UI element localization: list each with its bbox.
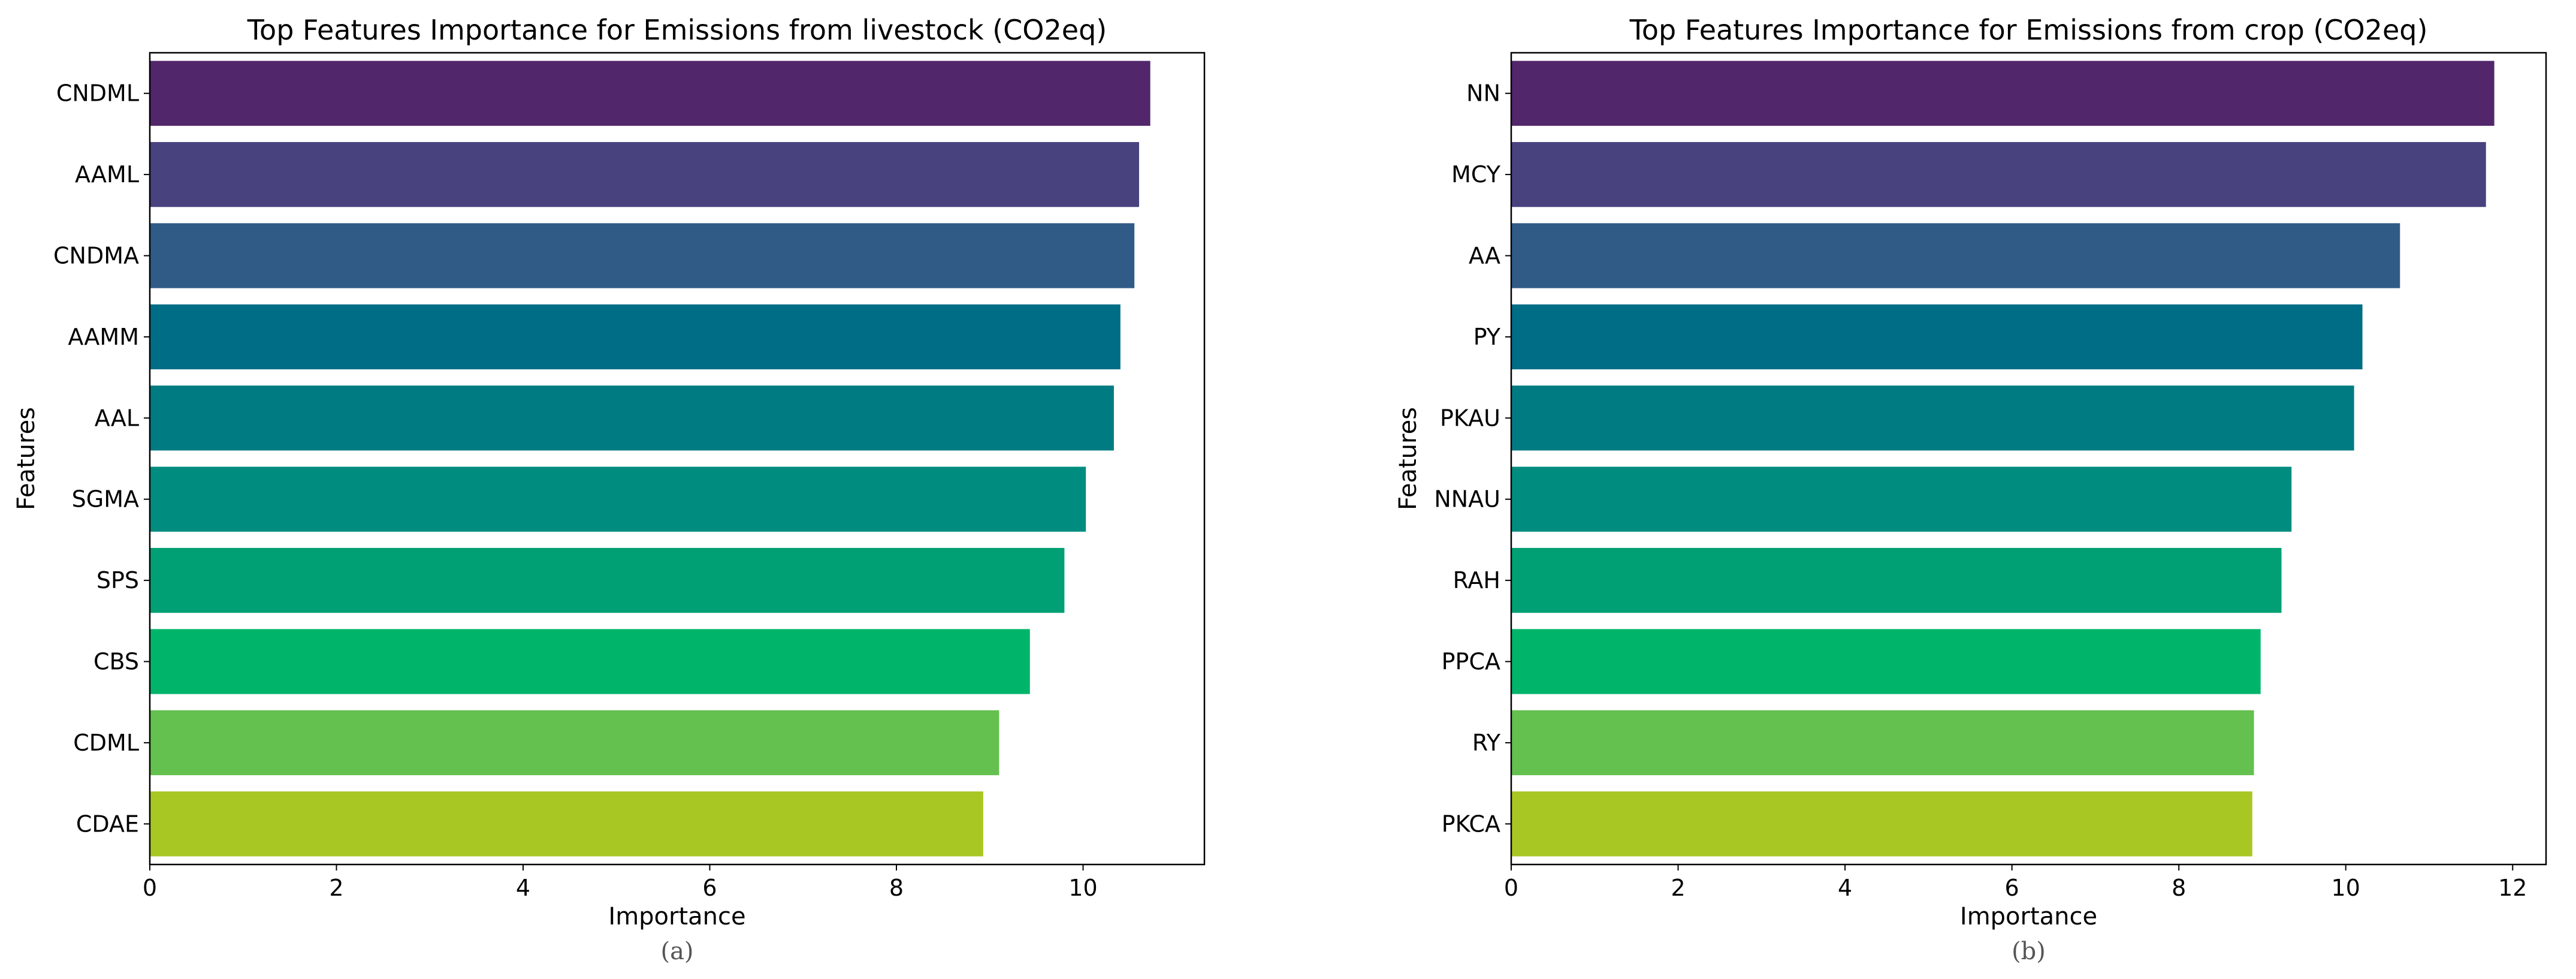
bar-mcy [1511,141,2486,207]
y-tick-label: CDAE [76,811,139,837]
y-tick-label: CDML [73,730,139,756]
y-tick-label: AAL [95,405,139,431]
y-tick-label: MCY [1451,161,1501,188]
y-tick-label: RAH [1453,567,1500,594]
plot-frame [1510,52,2547,866]
y-axis-label: Features [13,407,40,510]
bar-cdml [150,710,999,776]
y-tick-label: PKCA [1442,811,1500,837]
y-tick-label: PPCA [1442,649,1500,675]
y-tick-label: CNDML [56,80,139,107]
bar-aa [1511,223,2400,288]
panel-label: (b) [2012,938,2046,965]
panel-label: (a) [660,938,693,965]
bar-cndma [150,223,1135,288]
bar-sps [150,547,1065,613]
bar-cbs [150,629,1030,694]
bar-py [1511,304,2363,370]
bar-ry [1511,710,2254,776]
y-tick-label: AAMM [68,324,139,350]
bar-aamm [150,304,1121,370]
bar-aal [150,385,1114,451]
x-tick-label: 2 [329,875,343,901]
y-tick-label: AA [1469,243,1500,269]
bar-ppca [1511,629,2261,694]
x-tick-label: 0 [1504,875,1518,901]
x-tick-label: 6 [702,875,717,901]
bar-rah [1511,547,2282,613]
x-tick-label: 10 [2332,875,2360,901]
x-tick-label: 10 [1068,875,1097,901]
bar-pkca [1511,791,2252,857]
chart-title: Top Features Importance for Emissions fr… [1629,14,2428,46]
bar-aaml [150,141,1139,207]
x-tick-label: 4 [516,875,530,901]
x-tick-label: 2 [1671,875,1685,901]
x-tick-label: 0 [143,875,157,901]
x-tick-label: 6 [2005,875,2019,901]
y-tick-label: NNAU [1434,486,1500,513]
y-tick-label: CBS [93,649,139,675]
bar-pkau [1511,385,2354,451]
chart-panel-crop: Top Features Importance for Emissions fr… [1394,14,2547,965]
plot-frame [149,52,1206,866]
x-tick-label: 12 [2498,875,2527,901]
chart-title: Top Features Importance for Emissions fr… [247,14,1107,46]
x-axis-label: Importance [1960,903,2097,930]
y-tick-label: CNDMA [53,243,139,269]
bar-sgma [150,466,1086,532]
x-tick-label: 4 [1838,875,1852,901]
y-tick-label: SPS [96,567,139,594]
bar-nnau [1511,466,2292,532]
chart-panel-livestock: Top Features Importance for Emissions fr… [13,14,1206,965]
bar-cndml [150,61,1150,126]
y-tick-label: PKAU [1440,405,1500,431]
y-tick-label: SGMA [72,486,139,513]
x-tick-label: 8 [889,875,904,901]
y-tick-label: AAML [75,161,139,188]
x-tick-label: 8 [2172,875,2186,901]
y-tick-label: NN [1466,80,1500,107]
bar-nn [1511,61,2495,126]
x-axis-label: Importance [608,903,745,930]
y-tick-label: RY [1472,730,1501,756]
y-tick-label: PY [1473,324,1501,350]
bar-cdae [150,791,983,857]
y-axis-label: Features [1394,407,1422,510]
